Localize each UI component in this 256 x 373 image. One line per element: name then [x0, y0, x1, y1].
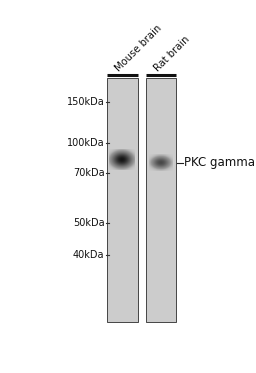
Bar	[146, 78, 176, 322]
Text: 40kDa: 40kDa	[73, 250, 104, 260]
Text: 70kDa: 70kDa	[73, 167, 104, 178]
Text: PKC gamma: PKC gamma	[184, 156, 255, 169]
Text: 150kDa: 150kDa	[67, 97, 104, 107]
Text: 50kDa: 50kDa	[73, 219, 104, 228]
Bar	[107, 78, 138, 322]
Text: 100kDa: 100kDa	[67, 138, 104, 148]
Text: Rat brain: Rat brain	[152, 34, 191, 73]
Text: Mouse brain: Mouse brain	[114, 23, 164, 73]
